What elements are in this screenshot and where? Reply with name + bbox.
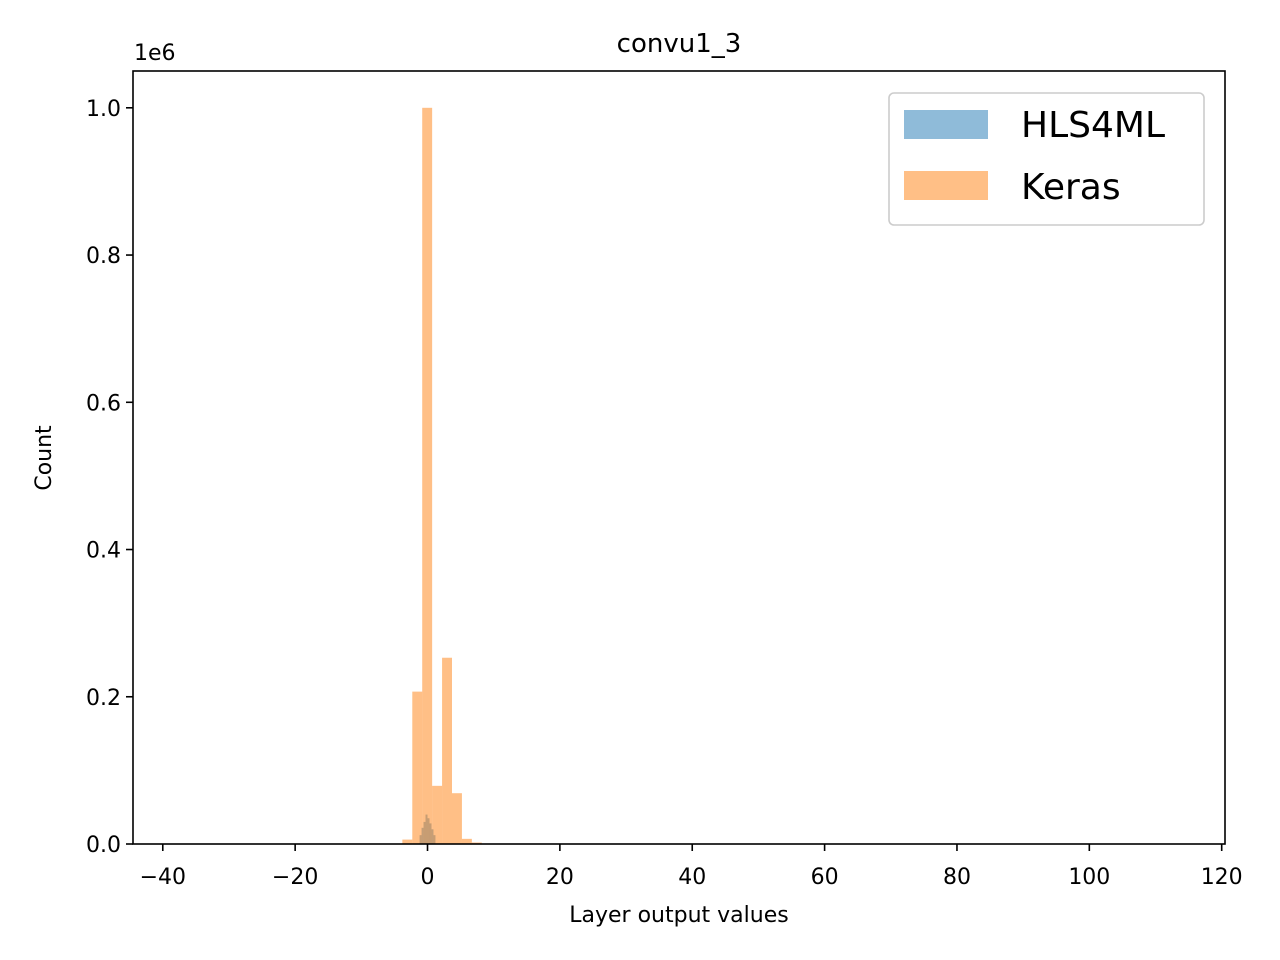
bar-keras-1 bbox=[412, 691, 423, 844]
x-tick-label: 120 bbox=[1201, 865, 1243, 890]
x-tick-label: 60 bbox=[811, 865, 839, 890]
x-tick-label: −40 bbox=[140, 865, 186, 890]
y-tick-label: 0.6 bbox=[86, 391, 121, 416]
y-tick-label: 0.2 bbox=[86, 686, 121, 711]
bar-keras-2 bbox=[422, 107, 433, 844]
bar-keras-5 bbox=[452, 793, 462, 844]
x-tick-label: 0 bbox=[421, 865, 435, 890]
x-axis-title: Layer output values bbox=[569, 903, 788, 928]
x-tick-label: 80 bbox=[943, 865, 971, 890]
bar-keras-3 bbox=[432, 785, 443, 844]
y-tick-label: 1.0 bbox=[86, 97, 121, 122]
legend-label-hls4ml: HLS4ML bbox=[1021, 105, 1165, 146]
y-offset-label: 1e6 bbox=[134, 41, 176, 66]
legend-label-keras: Keras bbox=[1021, 167, 1121, 208]
x-tick-label: 100 bbox=[1068, 865, 1110, 890]
legend: HLS4ML Keras bbox=[888, 92, 1205, 226]
y-tick-label: 0.0 bbox=[86, 833, 121, 858]
legend-swatch-hls4ml bbox=[904, 110, 988, 139]
plot-frame bbox=[132, 70, 1226, 845]
ticks-layer: −40 −20 0 20 40 60 80 100 120 0.0 0.2 0.4 0.6 0.8 1.0 bbox=[86, 97, 1243, 890]
y-tick-label: 0.4 bbox=[86, 539, 121, 564]
bar-keras-6 bbox=[461, 838, 472, 844]
bars-layer bbox=[402, 107, 482, 844]
chart-title: convu1_3 bbox=[617, 29, 742, 59]
y-tick-label: 0.8 bbox=[86, 244, 121, 269]
bar-keras-4 bbox=[442, 657, 452, 844]
x-tick-label: 20 bbox=[546, 865, 574, 890]
x-tick-label: −20 bbox=[272, 865, 318, 890]
legend-swatch-keras bbox=[904, 171, 988, 200]
bar-keras-0 bbox=[402, 839, 413, 844]
x-tick-label: 40 bbox=[678, 865, 706, 890]
y-axis-title: Count bbox=[32, 425, 57, 491]
